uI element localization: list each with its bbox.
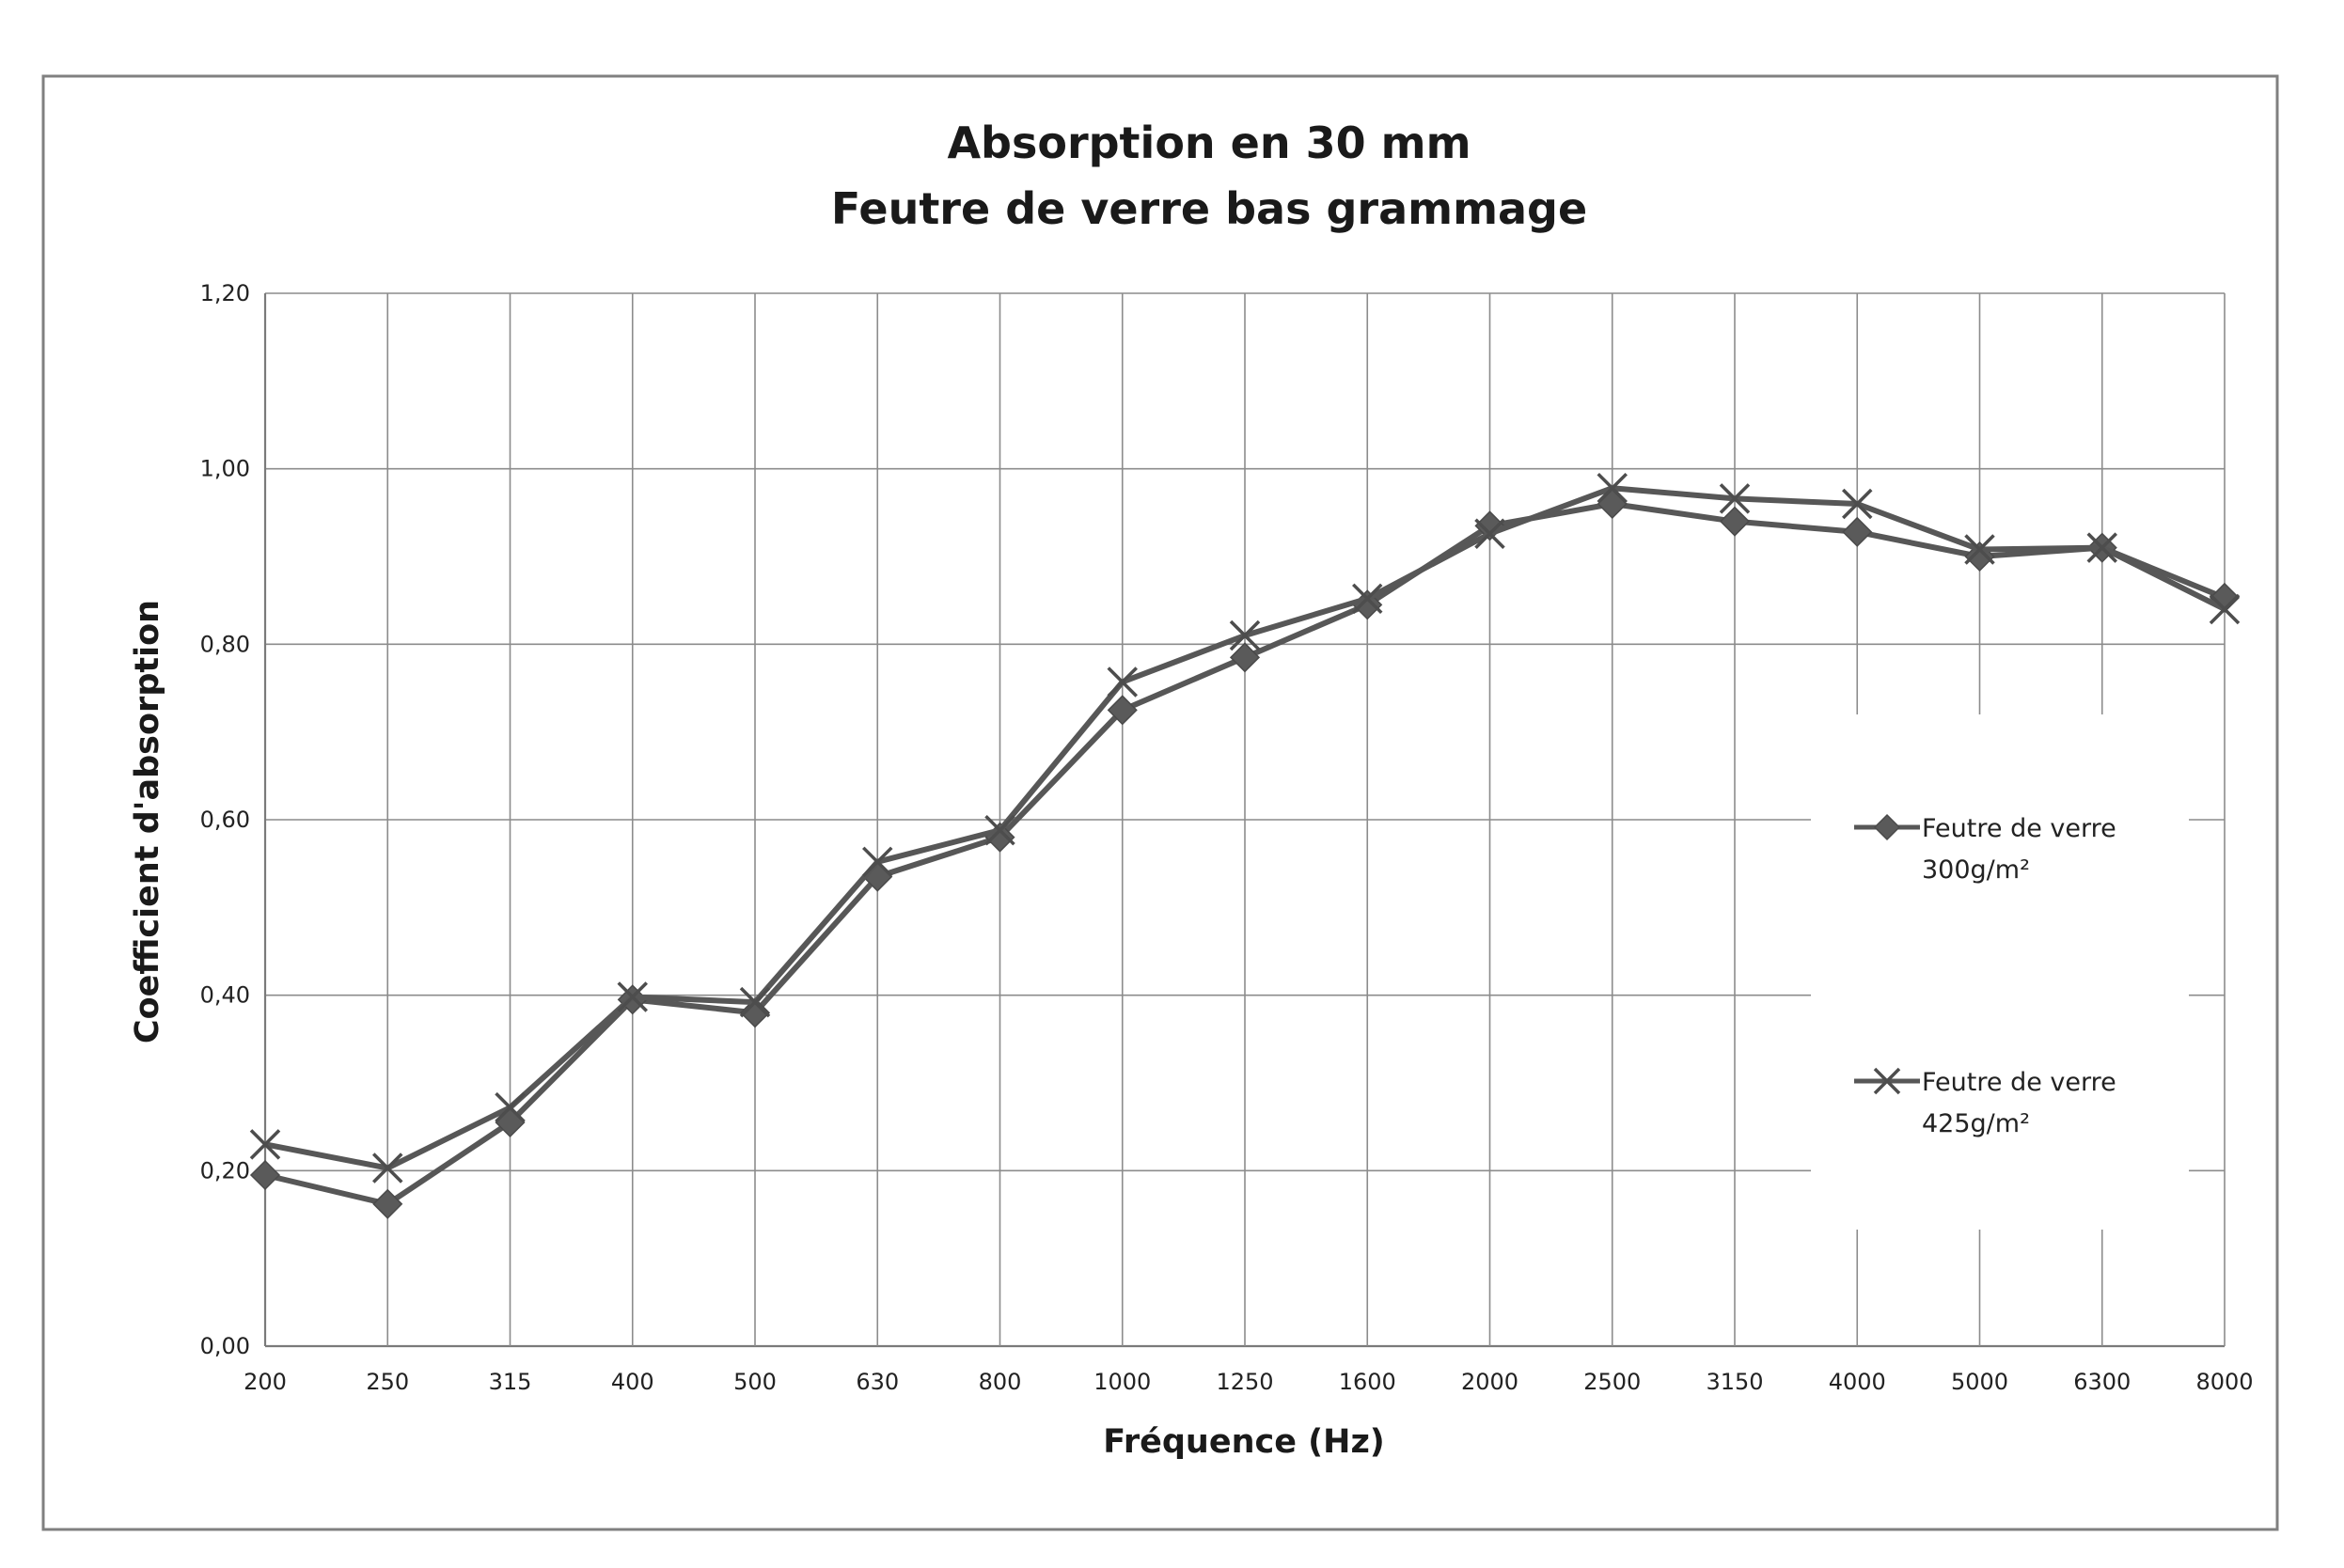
data-point-diamond bbox=[1842, 516, 1873, 547]
x-tick-label: 800 bbox=[979, 1369, 1022, 1395]
data-point-x bbox=[1597, 472, 1628, 504]
data-point-x bbox=[1352, 583, 1383, 615]
y-tick-label: 0,20 bbox=[200, 1157, 250, 1184]
data-point-x bbox=[2209, 593, 2241, 625]
y-tick-label: 0,80 bbox=[200, 631, 250, 657]
x-tick-label: 2500 bbox=[1583, 1369, 1641, 1395]
x-tick-label: 5000 bbox=[1951, 1369, 2008, 1395]
legend-label-425-line-1: Feutre de verre bbox=[1922, 1068, 2116, 1097]
data-point-diamond bbox=[1719, 506, 1751, 537]
x-tick-label: 200 bbox=[244, 1369, 287, 1395]
data-point-x bbox=[1964, 534, 1995, 565]
data-point-x bbox=[1107, 666, 1138, 698]
data-point-diamond bbox=[739, 997, 771, 1028]
series bbox=[249, 472, 2241, 1219]
x-tick-label: 500 bbox=[733, 1369, 777, 1395]
legend-background bbox=[1811, 714, 2189, 1230]
chart-title-line-1: Absorption en 30 mm bbox=[947, 118, 1471, 168]
legend-item-300: Feutre de verre 300g/m² bbox=[1854, 813, 2116, 885]
data-point-x bbox=[862, 846, 893, 878]
x-tick-label: 4000 bbox=[1829, 1369, 1886, 1395]
data-point-diamond bbox=[1107, 695, 1138, 726]
legend-label-425-line-2: 425g/m² bbox=[1922, 1109, 2030, 1138]
x-tick-label: 400 bbox=[611, 1369, 654, 1395]
data-point-x bbox=[1842, 488, 1873, 520]
chart-title-line-2: Feutre de verre bas grammage bbox=[831, 183, 1587, 234]
legend-label-300-line-1: Feutre de verre bbox=[1922, 814, 2116, 843]
x-tick-label: 1000 bbox=[1093, 1369, 1151, 1395]
data-point-x bbox=[249, 1129, 281, 1160]
data-point-diamond bbox=[1229, 642, 1261, 673]
data-point-x bbox=[739, 986, 771, 1018]
series-2 bbox=[249, 472, 2241, 1184]
x-axis-title: Fréquence (Hz) bbox=[1103, 1423, 1385, 1461]
legend-x-marker bbox=[1873, 1067, 1901, 1095]
data-point-x bbox=[1474, 518, 1505, 549]
x-tick-label: 1250 bbox=[1216, 1369, 1273, 1395]
data-point-diamond bbox=[249, 1159, 281, 1191]
y-tick-label: 1,00 bbox=[200, 456, 250, 482]
y-tick-label: 1,20 bbox=[200, 280, 250, 306]
x-tick-label: 1600 bbox=[1339, 1369, 1396, 1395]
data-point-x bbox=[1719, 483, 1751, 514]
grid bbox=[263, 292, 2226, 1348]
x-tick-label: 3150 bbox=[1706, 1369, 1763, 1395]
data-point-x bbox=[984, 814, 1015, 846]
data-point-x bbox=[372, 1152, 403, 1184]
data-point-x bbox=[1229, 619, 1261, 651]
x-axis-ticks: 200 250 315 400 500 630 800 1000 1250 1600 2000 250… bbox=[244, 1369, 2253, 1395]
y-tick-label: 0,60 bbox=[200, 807, 250, 833]
data-point-diamond bbox=[372, 1188, 403, 1219]
x-tick-label: 2000 bbox=[1461, 1369, 1518, 1395]
x-tick-label: 8000 bbox=[2195, 1369, 2253, 1395]
data-point-x bbox=[495, 1091, 526, 1123]
y-tick-label: 0,00 bbox=[200, 1333, 250, 1359]
x-tick-label: 315 bbox=[489, 1369, 532, 1395]
data-point-x bbox=[617, 981, 648, 1012]
y-axis-title: Coefficient d'absorption bbox=[129, 600, 166, 1043]
legend-diamond-marker bbox=[1873, 813, 1901, 841]
legend-label-300-line-2: 300g/m² bbox=[1922, 855, 2030, 885]
legend: Feutre de verre 300g/m² Feutre de verre … bbox=[1811, 714, 2189, 1230]
data-point-x bbox=[2086, 532, 2117, 563]
x-tick-label: 630 bbox=[856, 1369, 899, 1395]
y-tick-label: 0,40 bbox=[200, 982, 250, 1009]
legend-item-425: Feutre de verre 425g/m² bbox=[1854, 1067, 2116, 1138]
x-tick-label: 250 bbox=[366, 1369, 409, 1395]
y-axis-ticks: 0,00 0,20 0,40 0,60 0,80 1,00 1,20 bbox=[200, 280, 250, 1359]
x-tick-label: 6300 bbox=[2073, 1369, 2131, 1395]
